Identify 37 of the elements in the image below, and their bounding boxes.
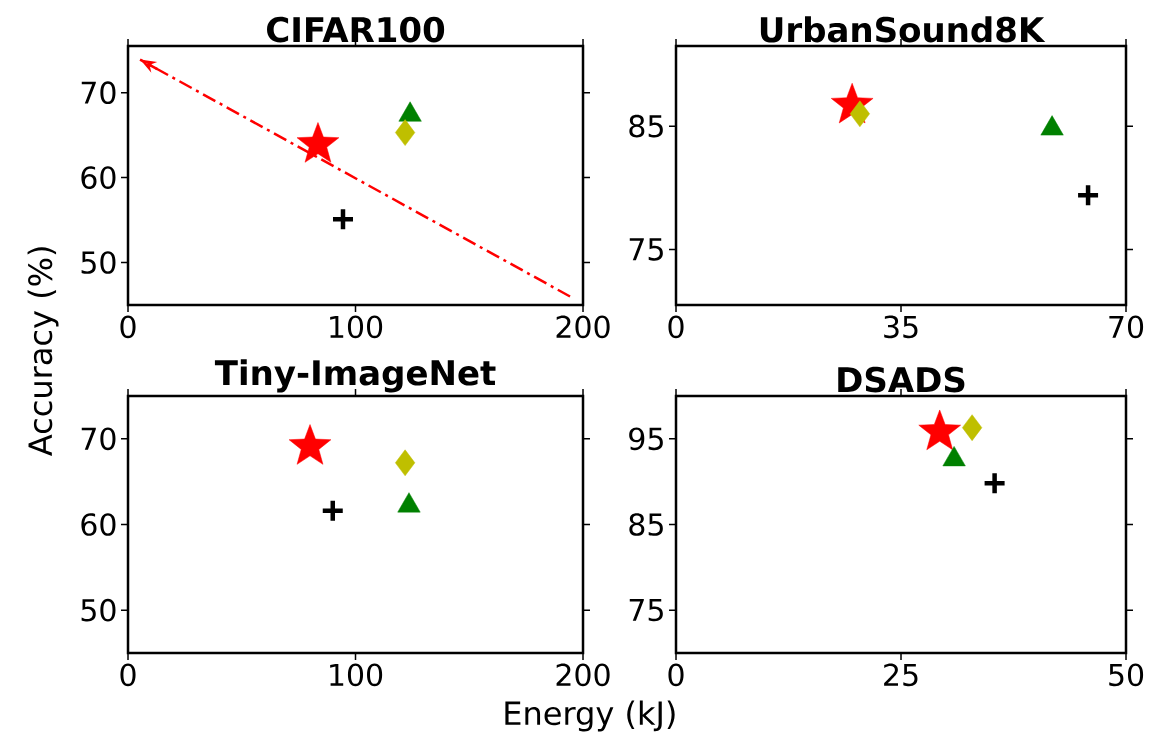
point [320, 498, 346, 524]
y-tick-label: 85 [629, 513, 663, 536]
point [962, 414, 983, 441]
y-tick-label: 75 [629, 599, 663, 622]
point [918, 409, 961, 451]
y-tick-label: 70 [81, 427, 116, 451]
chart-title: UrbanSound8K [760, 16, 1046, 43]
chart-title: CIFAR100 [267, 16, 445, 43]
x-tick-label: 100 [330, 315, 383, 339]
point [1040, 115, 1064, 136]
y-tick-label: 75 [629, 238, 663, 261]
x-tick-label: 200 [556, 315, 610, 339]
y-tick-label: 70 [81, 81, 116, 105]
x-tick-label: 0 [120, 315, 136, 339]
x-axis-title: Energy (kJ) [505, 700, 675, 732]
y-tick-label: 50 [81, 251, 116, 274]
chart-title: Tiny-ImageNet [214, 359, 496, 393]
x-tick-label: 0 [120, 663, 136, 687]
x-tick-label: 0 [668, 315, 684, 339]
chart-title: DSADS [838, 366, 965, 393]
x-tick-label: 50 [1109, 663, 1144, 687]
x-tick-label: 100 [330, 663, 383, 687]
x-tick-label: 70 [1109, 315, 1144, 339]
point [395, 449, 416, 477]
y-tick-label: 85 [629, 114, 663, 138]
point [288, 424, 332, 465]
y-tick-label: 95 [629, 427, 663, 451]
x-tick-label: 25 [884, 663, 918, 687]
x-tick-label: 0 [668, 663, 684, 687]
x-tick-label: 35 [884, 315, 918, 339]
y-tick-label: 60 [81, 166, 116, 189]
point [1075, 182, 1101, 208]
y-axis-title: Accuracy (%) [27, 247, 59, 456]
x-tick-label: 200 [556, 663, 610, 687]
point [982, 471, 1007, 496]
y-tick-label: 60 [81, 513, 116, 536]
y-tick-label: 50 [81, 598, 116, 622]
